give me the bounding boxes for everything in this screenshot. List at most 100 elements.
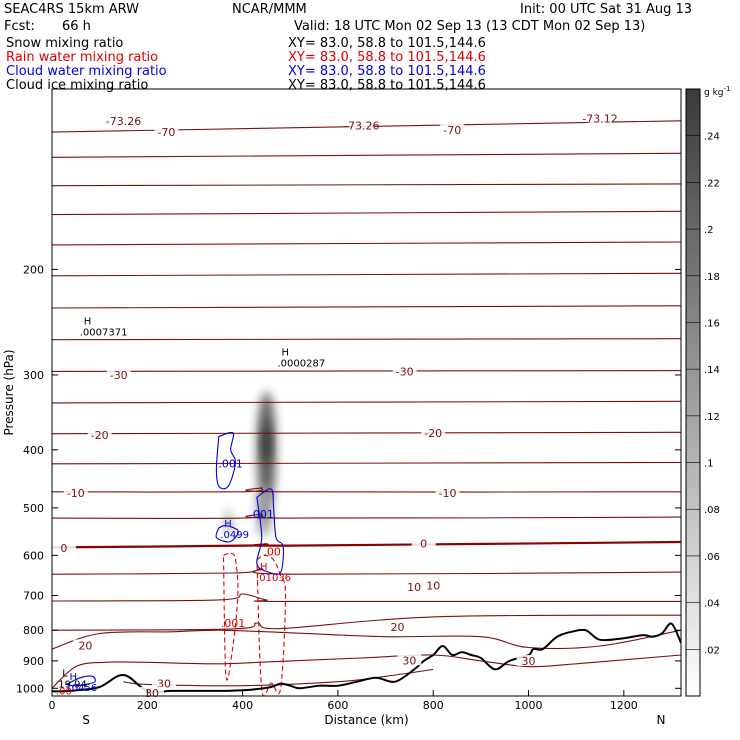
- rain-water-contour: [222, 552, 239, 681]
- colorbar-tick-label: .22: [704, 178, 720, 189]
- temperature-contour: [52, 513, 681, 519]
- extremum-marker: H: [224, 519, 232, 530]
- contour-label-backdrop: [87, 429, 112, 441]
- contour-label-backdrop: [421, 579, 446, 591]
- contour-label-backdrop: [349, 119, 374, 131]
- temperature-contour: [52, 305, 681, 309]
- extremum-marker: L: [62, 668, 68, 679]
- temperature-contour: [52, 210, 681, 216]
- temperature-contour: [52, 568, 681, 575]
- contour-label-backdrop: [111, 114, 136, 126]
- temperature-contour-label: 20: [78, 639, 92, 652]
- terrain-line: [52, 622, 681, 694]
- temperature-contour-label: -70: [443, 124, 461, 137]
- colorbar-unit: g kg-1: [704, 85, 730, 98]
- extremum-value: 19.94: [58, 679, 87, 690]
- colorbar-tick-label: .1: [704, 459, 714, 470]
- init-time: Init: 00 UTC Sat 31 Aug 13: [520, 2, 693, 17]
- temperature-contour-label: -20: [424, 427, 442, 440]
- contour-label-backdrop: [435, 486, 460, 498]
- field-cloudwater-xy: XY= 83.0, 58.8 to 101.5,144.6: [288, 64, 486, 79]
- temperature-contour-label: 30: [402, 654, 416, 667]
- temperature-contour-label: 10: [407, 581, 421, 594]
- temperature-contour-label: 30: [522, 655, 536, 668]
- cloud-ice-shading: [222, 391, 276, 538]
- x-tick-label: 1200: [610, 699, 638, 712]
- extremum-marker: H: [69, 672, 77, 683]
- temperature-contour-label: -73.26: [344, 119, 379, 132]
- forecast-label: Fcst:: [4, 19, 35, 34]
- y-tick-label: 700: [23, 589, 44, 602]
- contour-label-backdrop: [440, 123, 465, 135]
- temperature-contour-label: 0: [60, 542, 67, 555]
- cloud-water-contour: [215, 431, 237, 490]
- model-title: SEAC4RS 15km ARW: [4, 2, 140, 17]
- extremum-value: .0007371: [80, 328, 128, 339]
- cloud-water-contour: [215, 524, 239, 543]
- colorbar-tick-label: .08: [704, 505, 720, 516]
- temperature-contour: [52, 593, 681, 603]
- contour-label-backdrop: [151, 677, 176, 689]
- temperature-contour-label: 0: [420, 537, 427, 550]
- temperature-contour: [52, 654, 681, 689]
- contour-label-backdrop: [392, 365, 417, 377]
- x-tick-label: 400: [232, 699, 253, 712]
- contour-label-backdrop: [587, 112, 612, 124]
- contour-label-backdrop: [402, 580, 427, 592]
- contour-label-backdrop: [516, 654, 541, 666]
- mixing-ratio-contour-label: .001: [221, 617, 246, 630]
- valid-time: Valid: 18 UTC Mon 02 Sep 13 (13 CDT Mon …: [294, 19, 646, 34]
- temperature-contour: [52, 461, 681, 465]
- temperature-contour: [52, 629, 681, 650]
- extremum-value: .0499: [220, 530, 249, 541]
- x-tick-label: 0: [49, 699, 56, 712]
- temperature-contour-label: 30: [145, 687, 159, 700]
- field-rain-xy: XY= 83.0, 58.8 to 101.5,144.6: [288, 50, 486, 65]
- y-tick-label: 800: [23, 624, 44, 637]
- temperature-contour: [52, 338, 681, 341]
- contour-label-backdrop: [421, 427, 446, 439]
- field-snow-xy: XY= 83.0, 58.8 to 101.5,144.6: [288, 36, 486, 51]
- extremum-value: .01036: [256, 573, 291, 584]
- contour-label-backdrop: [73, 639, 98, 651]
- y-tick-label: 200: [23, 263, 44, 276]
- mixing-ratio-contour-label: .00: [263, 545, 281, 558]
- temperature-contour-label: 20: [390, 621, 404, 634]
- contour-label-backdrop: [140, 686, 165, 698]
- cloud-water-contour: [64, 675, 96, 687]
- temperature-contour: [52, 370, 681, 372]
- field-cloudwater-name: Cloud water mixing ratio: [6, 64, 167, 79]
- y-tick-label: 900: [23, 655, 44, 668]
- temperature-contour-label: -20: [91, 429, 109, 442]
- temperature-contour: [52, 241, 681, 246]
- rain-water-contours: [222, 552, 287, 696]
- terrain-profile: [52, 622, 681, 694]
- colorbar: .02 .04 .06 .08 .1 .12 .14 .16 .18 .2 .22 .24 g kg-1: [685, 85, 730, 697]
- x-tick-label: 200: [137, 699, 158, 712]
- temperature-contour-label: -73.26: [106, 115, 141, 128]
- colorbar-tick-label: .18: [704, 272, 720, 283]
- colorbar-tick-label: .16: [704, 318, 720, 329]
- contour-labels: -73.26 -70 -73.26 -70 -73.12 -30 -30 -20 -20 -10 -…: [51, 112, 618, 700]
- extremum-value: 10456: [65, 683, 97, 694]
- contour-label-backdrop: [385, 620, 410, 632]
- org-label: NCAR/MMM: [232, 2, 307, 17]
- temperature-contour-label: -10: [67, 487, 85, 500]
- cloud-water-contour: [256, 488, 284, 575]
- extremum-value: .0000287: [277, 358, 325, 369]
- temperature-contour: [52, 152, 681, 158]
- temperature-contour-label: -70: [157, 126, 175, 139]
- temperature-contour-label: 10: [426, 580, 440, 593]
- colorbar-tick-label: .02: [704, 645, 720, 656]
- freezing-level-contour: [52, 540, 681, 549]
- temperature-contour: [52, 183, 681, 187]
- extremum-marker: H: [260, 562, 268, 573]
- y-tick-label: 400: [23, 444, 44, 457]
- colorbar-tick-label: .06: [704, 552, 720, 563]
- contour-label-backdrop: [51, 541, 76, 553]
- temperature-contour-label: -10: [439, 487, 457, 500]
- forecast-hour: 66 h: [62, 19, 91, 34]
- temperature-contour: [52, 272, 681, 277]
